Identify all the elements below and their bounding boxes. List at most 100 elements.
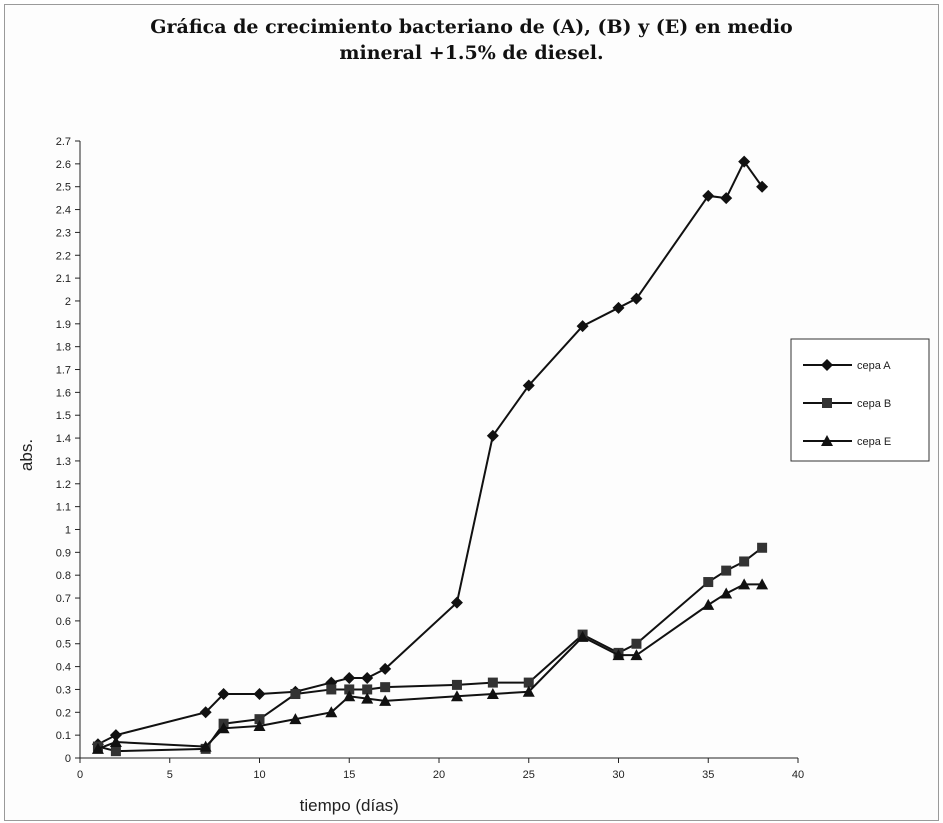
- y-tick-label: 0.3: [56, 684, 71, 696]
- y-tick-label: 1.2: [56, 479, 71, 491]
- data-point: [109, 729, 122, 742]
- y-tick-label: 1.8: [56, 342, 71, 354]
- chart-title-line-1: Gráfica de crecimiento bacteriano de (A)…: [150, 16, 793, 38]
- axes: [79, 141, 798, 759]
- y-tick-label: 2.3: [56, 227, 71, 239]
- data-point: [109, 736, 122, 748]
- series-layer: [91, 155, 769, 757]
- chart-title-line-2: mineral +1.5% de diesel.: [339, 42, 604, 64]
- y-tick-label: 0.9: [56, 547, 71, 559]
- data-point: [487, 677, 498, 688]
- series-line: [97, 159, 763, 746]
- data-point: [290, 689, 301, 700]
- data-point: [757, 542, 768, 553]
- data-point: [821, 359, 833, 371]
- y-tick-label: 0.1: [56, 730, 71, 742]
- chart-title: Gráfica de crecimiento bacteriano de (A)…: [0, 14, 943, 66]
- data-point: [631, 638, 642, 649]
- y-tick-label: 0.8: [56, 570, 71, 582]
- data-point: [217, 688, 230, 701]
- y-tick-label: 0.2: [56, 707, 71, 719]
- data-point: [450, 690, 463, 702]
- data-point: [702, 189, 715, 202]
- legend-label: cepa B: [857, 398, 891, 410]
- y-axis-ticks: 0 0.1 0.2 0.3 0.4 0.5 0.6 0.7 0.8 0.9 1 1.1 1.2 1.3 1.…: [56, 136, 80, 765]
- data-point: [822, 398, 832, 408]
- x-tick-label: 5: [167, 769, 173, 781]
- y-tick-label: 2: [65, 296, 71, 308]
- data-point: [576, 630, 589, 642]
- data-point: [739, 556, 750, 567]
- y-tick-label: 0.4: [56, 662, 71, 674]
- data-point: [361, 672, 374, 685]
- x-tick-label: 35: [702, 769, 714, 781]
- data-point: [523, 677, 534, 688]
- legend-label: cepa A: [857, 360, 891, 372]
- y-tick-label: 2.4: [56, 205, 71, 217]
- data-point: [253, 688, 266, 701]
- data-point: [110, 746, 121, 757]
- y-tick-label: 1.3: [56, 456, 71, 468]
- x-tick-label: 40: [792, 769, 804, 781]
- data-point: [720, 587, 733, 599]
- x-tick-label: 30: [612, 769, 624, 781]
- data-point: [344, 684, 355, 695]
- data-point: [361, 692, 374, 704]
- series-line: [97, 583, 763, 750]
- x-tick-label: 15: [343, 769, 355, 781]
- data-point: [451, 679, 462, 690]
- data-point: [380, 682, 391, 693]
- data-point: [253, 720, 266, 732]
- data-point: [254, 714, 265, 725]
- data-point: [738, 578, 751, 590]
- series-line: [97, 546, 763, 753]
- data-point: [756, 578, 769, 590]
- data-point: [217, 722, 230, 734]
- y-axis-title: abs.: [17, 439, 36, 471]
- x-tick-label: 25: [523, 769, 535, 781]
- data-point: [612, 649, 625, 661]
- series-cepa-a: [91, 155, 769, 751]
- y-tick-label: 2.1: [56, 273, 71, 285]
- y-tick-label: 1.5: [56, 410, 71, 422]
- y-tick-label: 2.7: [56, 136, 71, 148]
- data-point: [325, 706, 338, 718]
- data-point: [91, 742, 104, 754]
- series-cepa-b: [92, 542, 768, 757]
- y-tick-label: 2.6: [56, 159, 71, 171]
- y-tick-label: 0: [65, 753, 71, 765]
- data-point: [703, 577, 714, 588]
- x-axis-ticks: 0 5 10 15 20 25 30 35 40: [77, 758, 804, 781]
- data-point: [450, 596, 463, 609]
- y-tick-label: 0.5: [56, 639, 71, 651]
- data-point: [199, 740, 212, 752]
- y-tick-label: 1.7: [56, 365, 71, 377]
- legend-label: cepa E: [857, 436, 891, 448]
- data-point: [486, 688, 499, 700]
- data-point: [821, 435, 833, 446]
- x-tick-label: 0: [77, 769, 83, 781]
- data-point: [379, 694, 392, 706]
- data-point: [379, 662, 392, 675]
- data-point: [522, 685, 535, 697]
- data-point: [486, 429, 499, 442]
- data-point: [721, 565, 732, 576]
- y-tick-label: 1.6: [56, 387, 71, 399]
- y-tick-label: 1: [65, 524, 71, 536]
- data-point: [738, 155, 751, 168]
- y-tick-label: 1.1: [56, 502, 71, 514]
- data-point: [630, 649, 643, 661]
- data-point: [326, 684, 337, 695]
- data-point: [343, 690, 356, 702]
- series-cepa-e: [91, 578, 769, 754]
- y-tick-label: 1.9: [56, 319, 71, 331]
- y-tick-label: 2.2: [56, 250, 71, 262]
- y-tick-label: 2.5: [56, 182, 71, 194]
- x-axis-title: tiempo (días): [300, 796, 399, 815]
- y-tick-label: 0.7: [56, 593, 71, 605]
- x-tick-label: 20: [433, 769, 445, 781]
- data-point: [720, 192, 733, 205]
- data-point: [522, 379, 535, 392]
- legend: cepa A cepa B cepa E: [790, 338, 930, 462]
